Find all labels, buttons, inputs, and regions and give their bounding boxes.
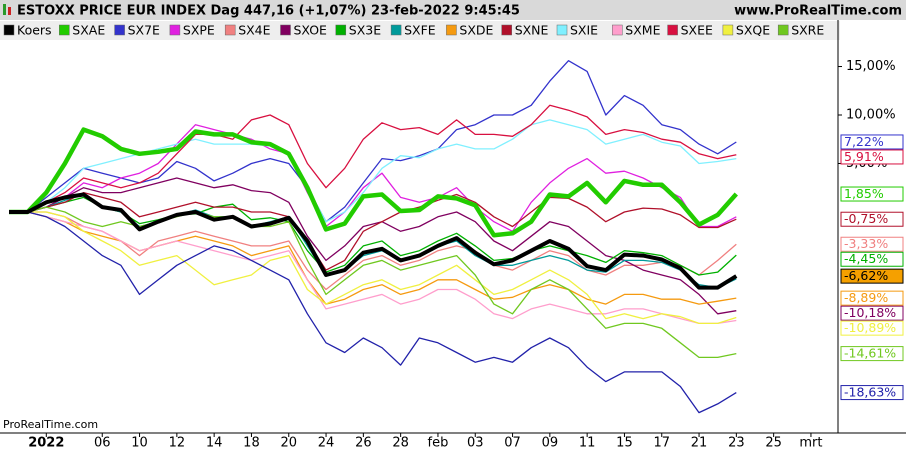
value-label: -6,62% <box>844 268 888 283</box>
legend-swatch <box>777 24 789 36</box>
x-tick-label: 2022 <box>28 436 64 451</box>
value-label-box <box>840 211 904 227</box>
legend-swatch <box>335 24 347 36</box>
series-line <box>9 104 737 213</box>
value-label-box <box>840 236 904 252</box>
x-tick-label: 11 <box>579 436 596 451</box>
legend-label: SXRE <box>791 23 824 38</box>
series-line <box>9 211 737 414</box>
value-label: -0,75% <box>844 211 888 226</box>
x-tick-label: 03 <box>467 436 484 451</box>
legend-swatch <box>612 24 623 36</box>
source: www.ProRealTime.com <box>734 4 902 19</box>
legend-label: SXPE <box>183 23 215 38</box>
legend-label: Koers <box>17 23 52 38</box>
value-label-box <box>840 149 904 165</box>
legend-label: SXIE <box>570 23 598 38</box>
x-tick-label: 26 <box>355 436 372 451</box>
x-tick-label: 23 <box>728 436 745 451</box>
value-label: -14,61% <box>844 346 896 361</box>
x-tick-label: 25 <box>765 436 782 451</box>
value-label-box <box>840 305 904 321</box>
value-label-box <box>840 186 904 202</box>
value-label-box <box>840 346 904 362</box>
value-label: 5,91% <box>844 149 884 164</box>
legend-swatch <box>3 24 15 36</box>
series-line <box>9 192 738 290</box>
legend-swatch <box>446 24 457 36</box>
series-line <box>9 127 738 238</box>
legend-label: SXEE <box>681 23 713 38</box>
x-tick-label: 18 <box>243 436 260 451</box>
legend-swatch <box>501 24 512 36</box>
legend-label: SX7E <box>128 23 160 38</box>
value-label: -10,89% <box>844 320 896 335</box>
legend-label: SX3E <box>349 23 381 38</box>
series-line <box>9 119 737 223</box>
value-label-box <box>840 268 904 284</box>
value-label-box <box>840 385 904 401</box>
value-label-box <box>840 251 904 267</box>
value-label: 7,22% <box>844 134 884 149</box>
y-tick-label: 10,00% <box>846 108 896 123</box>
x-tick-label: 24 <box>318 436 335 451</box>
legend-swatch <box>722 24 734 36</box>
value-label: 1,85% <box>844 186 884 201</box>
x-tick-label: 07 <box>504 436 521 451</box>
series-line <box>9 177 737 315</box>
chart-title: ESTOXX PRICE EUR INDEX Dag 447,16 (+1,07… <box>17 4 520 19</box>
value-label-box <box>840 290 904 306</box>
series-line <box>9 211 737 325</box>
series-line <box>9 60 737 223</box>
legend-swatch <box>556 24 568 36</box>
legend-label: SX4E <box>238 23 270 38</box>
legend-label: SXDE <box>459 23 493 38</box>
legend-swatch <box>390 24 402 36</box>
legend-swatch <box>169 24 181 36</box>
series-line <box>9 124 737 232</box>
legend-label: SXME <box>625 23 660 38</box>
legend-label: SXNE <box>515 23 549 38</box>
x-tick-label: 28 <box>392 436 409 451</box>
x-tick-label: 21 <box>691 436 708 451</box>
legend-swatch <box>59 24 70 36</box>
series-line <box>9 211 737 325</box>
x-tick-label: 14 <box>206 436 223 451</box>
legend-swatch <box>280 24 291 36</box>
x-tick-label: 10 <box>131 436 148 451</box>
x-tick-label: 15 <box>616 436 633 451</box>
series-line <box>9 191 737 271</box>
legend-label: SXAE <box>72 23 105 38</box>
legend-bar <box>0 21 840 40</box>
legend-swatch <box>224 24 236 36</box>
value-label-box <box>840 134 904 150</box>
legend-label: SXFE <box>404 23 436 38</box>
legend-label: SXQE <box>736 23 770 38</box>
value-label: -4,45% <box>844 251 888 266</box>
x-tick-label: mrt <box>799 436 822 451</box>
value-label: -18,63% <box>844 385 896 400</box>
x-tick-label: feb <box>428 436 449 451</box>
chart-icon <box>3 4 6 15</box>
watermark: ProRealTime.com <box>3 418 98 431</box>
value-label: -10,18% <box>844 305 896 320</box>
legend-label: SXOE <box>294 23 328 38</box>
y-tick-label: 15,00% <box>846 59 896 74</box>
x-tick-label: 20 <box>280 436 297 451</box>
value-label: -8,89% <box>844 290 888 305</box>
x-tick-label: 17 <box>653 436 670 451</box>
series-line <box>9 211 737 291</box>
legend-swatch <box>667 24 678 36</box>
x-tick-label: 09 <box>542 436 559 451</box>
series-line <box>9 206 737 359</box>
chart-icon <box>8 7 11 15</box>
x-tick-label: 12 <box>169 436 186 451</box>
x-tick-label: 06 <box>94 436 111 451</box>
value-label: -3,33% <box>844 236 888 251</box>
legend-swatch <box>114 24 125 36</box>
value-label-box <box>840 320 904 336</box>
title-bar <box>0 0 906 20</box>
